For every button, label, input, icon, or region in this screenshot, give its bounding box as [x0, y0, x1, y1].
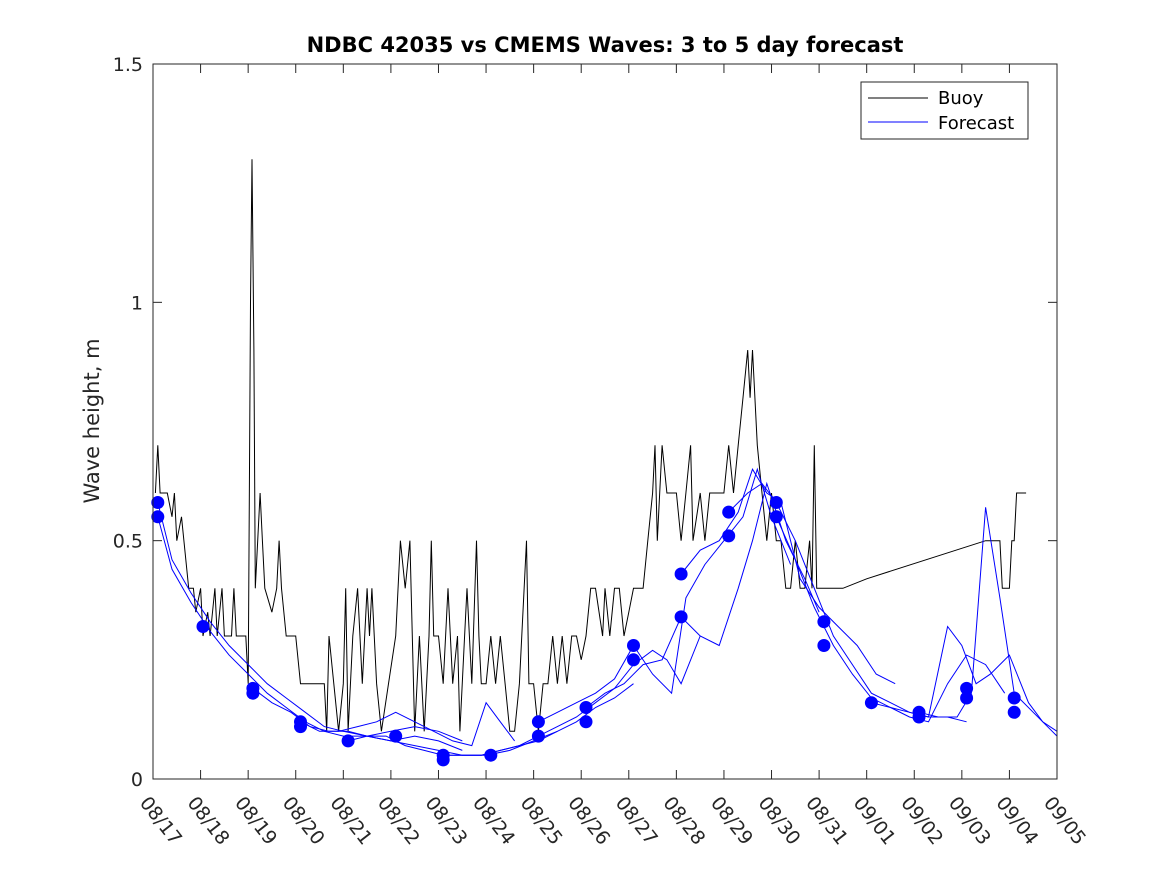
axes-box	[152, 63, 1058, 780]
chart-title: NDBC 42035 vs CMEMS Waves: 3 to 5 day fo…	[307, 33, 904, 57]
forecast-marker-22	[722, 529, 736, 543]
forecast-marker-32	[1007, 691, 1021, 705]
forecast-marker-23	[769, 496, 783, 509]
forecast-marker-30	[960, 681, 974, 695]
forecast-marker-2	[151, 510, 165, 524]
forecast-marker-16	[579, 715, 593, 729]
forecast-marker-14	[531, 729, 545, 743]
forecast-marker-27	[864, 696, 878, 710]
legend: Buoy Forecast	[860, 81, 1029, 140]
series-layer	[151, 159, 1058, 767]
forecast-marker-20	[674, 610, 688, 624]
forecast-run-line-13	[918, 507, 1058, 737]
forecast-marker-33	[1007, 705, 1021, 719]
forecast-marker-21	[722, 505, 736, 519]
forecast-marker-29	[912, 710, 926, 724]
forecast-run-line-1	[157, 502, 463, 742]
forecast-marker-1	[151, 496, 165, 509]
forecast-marker-7	[294, 720, 307, 734]
forecast-marker-11	[436, 753, 450, 767]
y-axis-label: Wave height, m	[80, 338, 104, 503]
forecast-marker-25	[817, 615, 831, 629]
forecast-marker-26	[817, 639, 831, 652]
y-tick-label: 0	[131, 769, 143, 791]
forecast-run-line-12	[871, 625, 1058, 732]
legend-buoy-label: Buoy	[938, 88, 984, 109]
forecast-run-line-2	[157, 516, 463, 751]
forecast-marker-5	[246, 686, 260, 700]
y-tick-label: 1.5	[113, 54, 143, 76]
legend-forecast-label: Forecast	[938, 113, 1014, 134]
legend-box	[860, 81, 1029, 140]
buoy-series-line	[154, 159, 1027, 732]
forecast-marker-3	[196, 620, 210, 633]
forecast-marker-15	[579, 701, 593, 714]
forecast-marker-13	[531, 715, 545, 729]
y-tick-label: 0.5	[113, 531, 143, 553]
y-tick-label: 1	[131, 292, 143, 314]
forecast-marker-12	[484, 748, 498, 762]
forecast-marker-19	[674, 567, 688, 581]
forecast-marker-31	[960, 691, 974, 705]
forecast-run-line-7	[538, 467, 792, 723]
plot-area	[153, 64, 1057, 779]
forecast-marker-18	[627, 653, 640, 667]
forecast-marker-9	[389, 729, 403, 743]
forecast-marker-24	[769, 510, 783, 524]
forecast-marker-8	[341, 734, 355, 748]
forecast-marker-17	[627, 639, 640, 652]
forecast-run-line-4	[300, 701, 516, 747]
